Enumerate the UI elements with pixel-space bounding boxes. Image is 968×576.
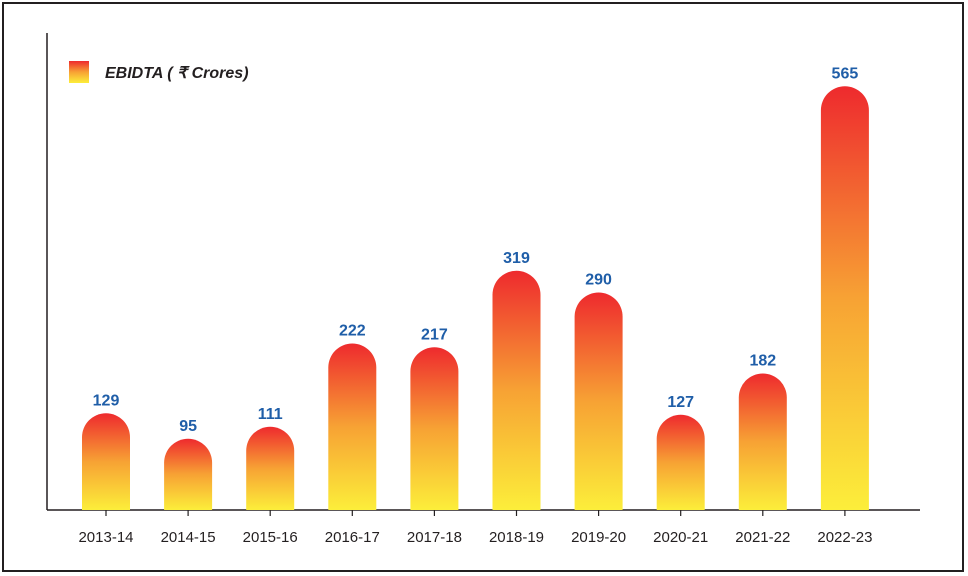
x-tick-label-2021-22: 2021-22 xyxy=(735,529,790,546)
x-tick-label-2013-14: 2013-14 xyxy=(78,529,133,546)
value-label-2014-15: 95 xyxy=(179,418,197,435)
value-label-2018-19: 319 xyxy=(503,250,530,267)
bar-2017-18 xyxy=(410,347,459,510)
value-label-2021-22: 182 xyxy=(749,353,776,370)
bar-2021-22 xyxy=(738,373,787,510)
value-label-2022-23: 565 xyxy=(832,65,859,82)
bar-2018-19 xyxy=(492,270,541,510)
x-tick-label-2022-23: 2022-23 xyxy=(817,529,872,546)
value-label-2013-14: 129 xyxy=(93,392,120,409)
value-label-2019-20: 290 xyxy=(585,272,612,289)
bar-2016-17 xyxy=(328,343,377,510)
bar-2020-21 xyxy=(656,414,705,510)
x-tick-label-2019-20: 2019-20 xyxy=(571,529,626,546)
bar-2014-15 xyxy=(164,438,213,510)
x-tick-label-2016-17: 2016-17 xyxy=(325,529,380,546)
bars-group xyxy=(82,86,869,510)
legend: EBIDTA ( ₹ Crores) xyxy=(69,61,249,83)
bar-2013-14 xyxy=(82,413,130,510)
value-label-2020-21: 127 xyxy=(667,394,694,411)
value-label-2015-16: 111 xyxy=(258,406,283,423)
legend-swatch xyxy=(69,61,89,83)
value-label-2017-18: 217 xyxy=(421,326,448,343)
bar-2022-23 xyxy=(820,86,869,510)
value-labels-group: 129 95 111 222 217 319 290 127 182 565 xyxy=(93,65,859,435)
value-label-2016-17: 222 xyxy=(339,323,366,340)
x-tick-label-2015-16: 2015-16 xyxy=(243,529,298,546)
bar-2015-16 xyxy=(246,426,295,510)
x-tick-label-2020-21: 2020-21 xyxy=(653,529,708,546)
x-tick-label-2017-18: 2017-18 xyxy=(407,529,462,546)
x-tick-label-2014-15: 2014-15 xyxy=(161,529,216,546)
x-tick-labels-group: 2013-14 2014-15 2015-16 2016-17 2017-18 2018-… xyxy=(78,510,872,546)
x-tick-label-2018-19: 2018-19 xyxy=(489,529,544,546)
bar-2019-20 xyxy=(574,292,623,510)
legend-label: EBIDTA ( ₹ Crores) xyxy=(105,65,249,82)
